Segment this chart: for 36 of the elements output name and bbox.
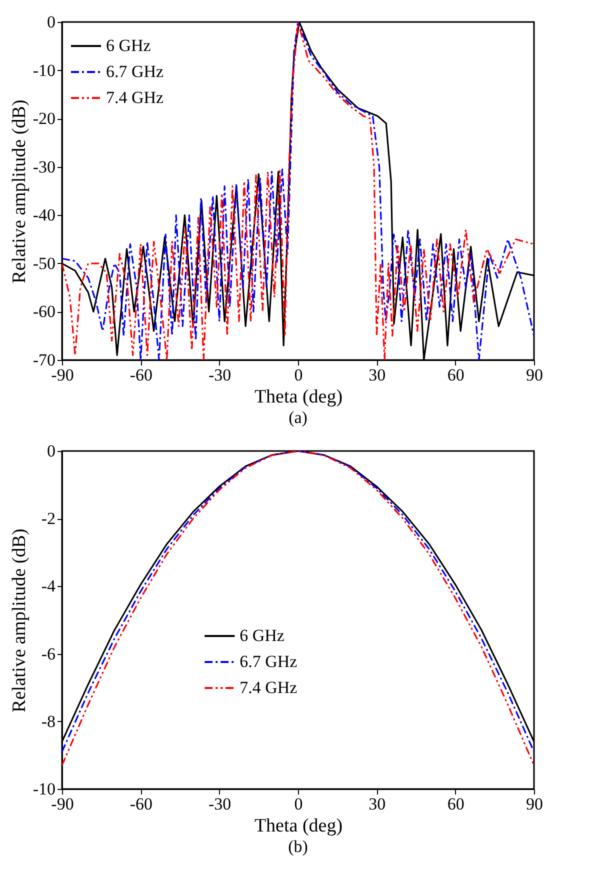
x-tick-label: -60 [130,366,153,384]
y-tick-label: -4 [41,576,56,596]
legend-label: 6 GHz [240,626,285,645]
y-tick-label: -2 [41,509,56,528]
x-tick-label: 60 [447,794,464,814]
legend-label: 6.7 GHz [240,652,298,671]
x-tick-label: 30 [368,794,386,814]
y-tick-label: -6 [41,644,56,664]
y-tick-label: 0 [47,442,56,460]
x-tick-label: 0 [294,794,303,814]
y-tick-label: -10 [32,60,56,80]
x-tick-label: -30 [208,794,232,814]
y-tick-label: -50 [32,254,56,273]
y-tick-label: -8 [41,712,56,731]
y-tick-label: 0 [47,12,56,32]
text: (a) [288,408,308,427]
text: (b) [288,837,308,856]
x-tick-label: 60 [447,366,464,384]
x-tick-label: 90 [526,366,543,384]
legend-label: 6.7 GHz [106,62,164,81]
legend-label: 7.4 GHz [240,678,298,697]
y-tick-label: -60 [32,302,56,322]
y-tick-label: -20 [32,109,56,128]
x-axis-title: Theta (deg) [254,816,343,836]
x-tick-label: -30 [208,366,232,384]
y-tick-label: -30 [32,157,56,176]
legend-label: 7.4 GHz [106,88,164,107]
y-axis-title: Relative amplitude (dB) [8,100,30,284]
x-tick-label: 30 [368,366,386,384]
legend-label: 6 GHz [106,36,152,55]
x-tick-label: 90 [526,794,543,814]
x-tick-label: -60 [130,794,153,814]
y-axis-title: Relative amplitude (dB) [8,528,30,712]
y-tick-label: -40 [32,206,56,225]
x-axis-title: Theta (deg) [254,386,343,408]
x-tick-label: 0 [294,366,303,384]
